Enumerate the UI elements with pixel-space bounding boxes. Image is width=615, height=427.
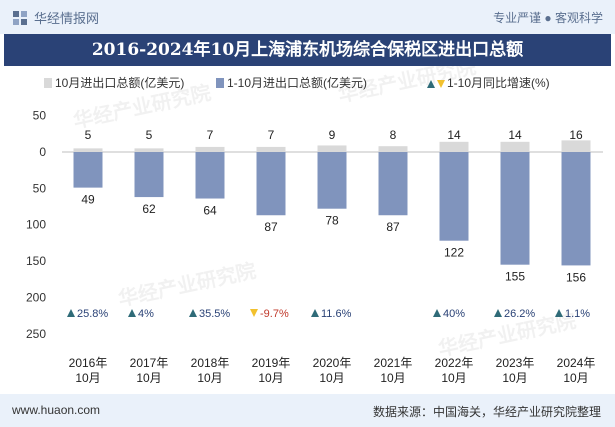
legend-label-growth: 1-10月同比增速(%) — [447, 76, 550, 90]
y-tick-label: 100 — [26, 218, 46, 232]
y-tick-label: 200 — [26, 290, 46, 304]
x-tick-label: 10月 — [136, 371, 161, 385]
growth-label: -9.7% — [260, 308, 289, 320]
bar-october — [561, 140, 591, 152]
legend-label-cumulative: 1-10月进出口总额(亿美元) — [227, 75, 367, 90]
legend-marker-up — [427, 80, 435, 88]
footer: www.huaon.com 数据来源：中国海关，华经产业研究院整理 — [0, 394, 615, 427]
y-tick-label: 0 — [39, 145, 46, 159]
bar-cumulative — [561, 152, 591, 266]
brand-name: 华经情报网 — [34, 11, 100, 26]
bar-cumulative — [195, 152, 225, 199]
x-tick-label: 2021年 — [374, 356, 413, 370]
bar-cumulative-label: 155 — [505, 270, 525, 284]
bar-october — [317, 145, 347, 152]
x-tick-label: 2022年 — [435, 356, 474, 370]
x-tick-label: 10月 — [380, 371, 405, 385]
growth-label: 4% — [138, 308, 154, 320]
legend-marker-down — [437, 80, 445, 88]
bar-october-label: 14 — [447, 128, 461, 142]
bar-october-label: 8 — [390, 128, 397, 142]
bar-october — [134, 148, 164, 152]
x-tick-label: 10月 — [197, 371, 222, 385]
bar-october-label: 5 — [146, 128, 153, 142]
bar-october — [256, 146, 286, 152]
y-tick-label: 50 — [33, 109, 47, 123]
bar-cumulative-label: 78 — [325, 214, 339, 228]
y-tick-label: 250 — [26, 327, 46, 341]
growth-marker-down — [250, 309, 258, 317]
bar-october-label: 7 — [268, 128, 275, 142]
brand-logo-icon — [13, 10, 27, 25]
bar-cumulative-label: 122 — [444, 246, 464, 260]
legend-label-october: 10月进出口总额(亿美元) — [55, 75, 184, 90]
growth-marker-up — [555, 309, 563, 317]
x-tick-label: 2018年 — [191, 356, 230, 370]
legend-swatch-cumulative — [216, 78, 224, 88]
bar-cumulative — [500, 152, 530, 265]
growth-label: 25.8% — [77, 308, 108, 320]
bar-october-label: 7 — [207, 128, 214, 142]
bar-october — [500, 141, 530, 152]
growth-label: 1.1% — [565, 308, 590, 320]
bar-cumulative — [378, 152, 408, 216]
bar-cumulative — [256, 152, 286, 216]
bar-october-label: 5 — [85, 128, 92, 142]
chart-title: 2016-2024年10月上海浦东机场综合保税区进出口总额 — [91, 40, 524, 60]
watermark-2: 华经产业研究院 — [116, 258, 258, 311]
growth-label: 40% — [443, 308, 465, 320]
growth-label: 35.5% — [199, 308, 230, 320]
x-tick-label: 2020年 — [313, 356, 352, 370]
x-tick-label: 2024年 — [557, 356, 596, 370]
x-tick-label: 10月 — [319, 371, 344, 385]
bar-october — [439, 141, 469, 152]
growth-label: 26.2% — [504, 308, 535, 320]
bar-cumulative — [317, 152, 347, 209]
y-tick-label: 50 — [33, 181, 47, 195]
bar-october-label: 14 — [508, 128, 522, 142]
bar-cumulative — [134, 152, 164, 198]
growth-marker-up — [128, 309, 136, 317]
growth-marker-up — [311, 309, 319, 317]
bar-october-label: 16 — [569, 128, 583, 142]
x-tick-label: 10月 — [258, 371, 283, 385]
x-tick-label: 10月 — [502, 371, 527, 385]
x-tick-label: 2019年 — [252, 356, 291, 370]
growth-marker-up — [67, 309, 75, 317]
bar-cumulative-label: 62 — [142, 202, 156, 216]
growth-marker-up — [494, 309, 502, 317]
x-tick-label: 10月 — [75, 371, 100, 385]
brand-logo[interactable]: 华经情报网 — [12, 8, 99, 27]
bar-october-label: 9 — [329, 128, 336, 142]
y-tick-label: 150 — [26, 254, 46, 268]
footer-url[interactable]: www.huaon.com — [12, 403, 101, 417]
title-bar: 2016-2024年10月上海浦东机场综合保税区进出口总额 — [4, 34, 611, 66]
x-tick-label: 2023年 — [496, 356, 535, 370]
growth-marker-up — [433, 309, 441, 317]
x-tick-label: 2016年 — [69, 356, 108, 370]
growth-marker-up — [189, 309, 197, 317]
x-tick-label: 10月 — [441, 371, 466, 385]
top-bar: 华经情报网 专业严谨 ● 客观科学 — [0, 0, 615, 34]
bar-cumulative — [73, 152, 103, 188]
bar-cumulative-label: 87 — [386, 220, 400, 234]
growth-label: 11.6% — [321, 308, 352, 320]
bar-cumulative — [439, 152, 469, 241]
bar-october — [73, 148, 103, 152]
bar-october — [195, 146, 225, 152]
bar-cumulative-label: 156 — [566, 270, 586, 284]
bar-cumulative-label: 87 — [264, 220, 278, 234]
legend-swatch-october — [44, 78, 52, 88]
bar-october — [378, 146, 408, 152]
slogan: 专业严谨 ● 客观科学 — [493, 11, 603, 25]
data-source: 数据来源：中国海关，华经产业研究院整理 — [372, 405, 601, 419]
bar-cumulative-label: 64 — [203, 204, 217, 218]
x-tick-label: 10月 — [563, 371, 588, 385]
chart-area: 华经产业研究院 华经产业研究院华经产业研究院华经产业研究院10月进出口总额(亿美元… — [26, 66, 603, 385]
x-tick-label: 2017年 — [130, 356, 169, 370]
bar-cumulative-label: 49 — [81, 193, 95, 207]
